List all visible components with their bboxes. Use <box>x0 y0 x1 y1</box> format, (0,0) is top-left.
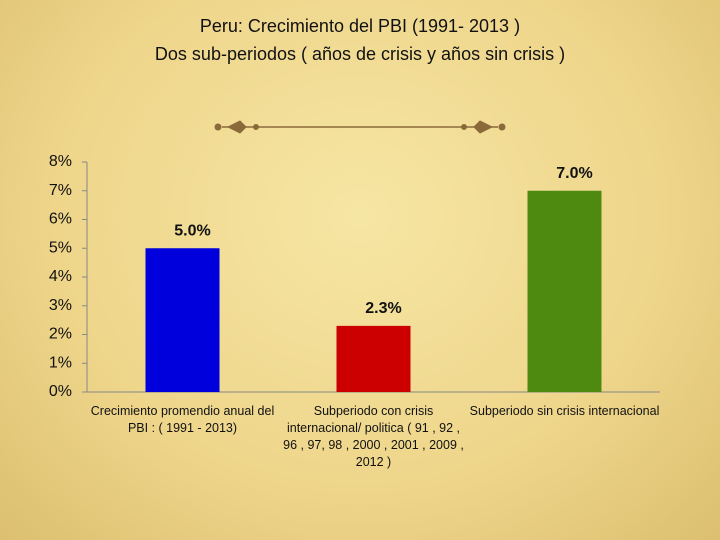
ornament <box>214 120 506 134</box>
value-label: 2.3% <box>365 300 401 317</box>
y-tick-label: 4% <box>49 268 72 285</box>
chart-subtitle: Dos sub-periodos ( años de crisis y años… <box>155 44 565 64</box>
y-tick-label: 0% <box>49 383 72 400</box>
bar <box>336 325 411 392</box>
value-label: 5.0% <box>174 222 210 239</box>
bar <box>145 248 220 392</box>
y-tick-label: 8% <box>49 153 72 170</box>
y-tick-label: 6% <box>49 211 72 228</box>
y-tick-label: 1% <box>49 354 72 371</box>
x-tick-label: Subperiodo con crisis internacional/ pol… <box>283 404 464 469</box>
value-label: 7.0% <box>556 165 592 182</box>
x-tick-label: Crecimiento promendio anual del PBI : ( … <box>90 404 275 435</box>
y-tick-label: 2% <box>49 326 72 343</box>
x-tick-label: Subperiodo sin crisis internacional <box>469 404 660 418</box>
chart-title: Peru: Crecimiento del PBI (1991- 2013 ) <box>200 16 520 36</box>
y-tick-label: 7% <box>49 182 72 199</box>
y-tick-label: 3% <box>49 297 72 314</box>
y-tick-label: 5% <box>49 239 72 256</box>
bar <box>527 190 602 392</box>
